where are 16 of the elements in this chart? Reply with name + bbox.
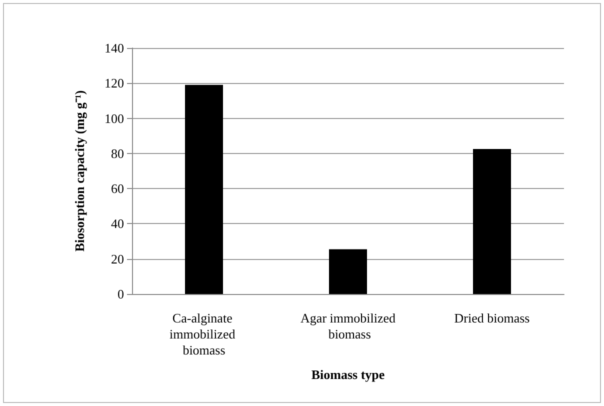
bar	[329, 249, 367, 294]
y-tick-label: 140	[104, 40, 124, 56]
y-tick-label: 60	[111, 181, 124, 196]
bar	[185, 84, 223, 294]
y-tick-label: 100	[104, 110, 124, 126]
x-tick-label: Dried biomass	[454, 310, 530, 326]
x-tick-label: Agar immobilized biomass	[300, 310, 396, 342]
x-tick-label: Ca-alginate immobilized biomass	[170, 310, 238, 358]
y-tick-label: 120	[104, 76, 124, 91]
y-tick-label: 80	[111, 146, 124, 161]
y-tick-label: 20	[111, 251, 124, 266]
y-tick-label: 0	[118, 286, 124, 302]
y-axis-title: Biosorption capacity (mg g⁻¹)	[72, 90, 87, 252]
y-tick-label: 40	[111, 216, 124, 232]
x-axis-title: Biomass type	[311, 367, 385, 382]
bar	[473, 149, 511, 294]
